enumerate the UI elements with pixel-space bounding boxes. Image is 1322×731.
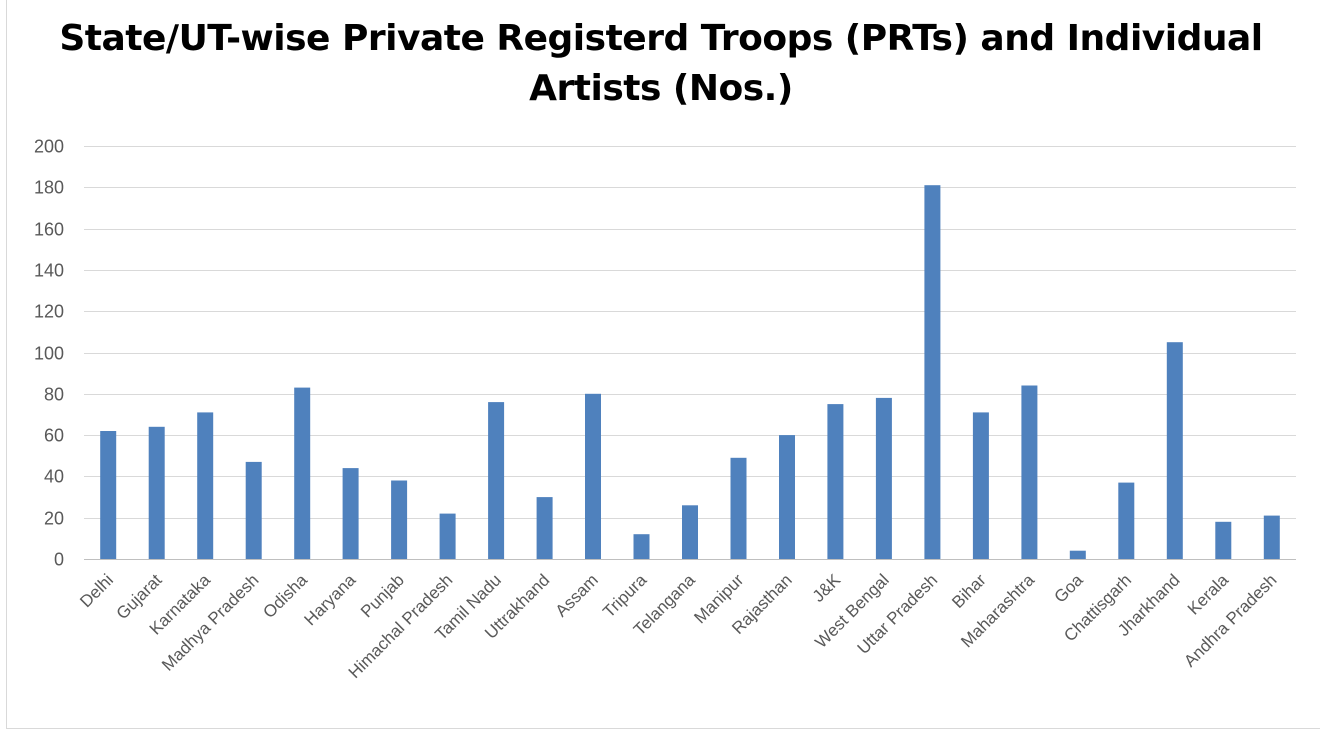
chart-title: State/UT-wise Private Registerd Troops (… bbox=[59, 18, 1263, 109]
bar-madhya-pradesh bbox=[245, 461, 262, 559]
x-tick-label: Delhi bbox=[76, 570, 117, 611]
bar-kerala bbox=[1215, 521, 1232, 559]
bar-jharkhand bbox=[1166, 342, 1183, 559]
x-tick-label: Goa bbox=[1051, 570, 1088, 607]
bar-assam bbox=[585, 393, 601, 559]
bar-j-k bbox=[827, 404, 844, 559]
x-tick-label: Haryana bbox=[301, 570, 360, 629]
x-tick-label: J&K bbox=[809, 570, 845, 606]
bar-uttar-pradesh bbox=[924, 185, 941, 559]
gridlines bbox=[84, 146, 1296, 560]
bar-west-bengal bbox=[875, 397, 892, 559]
bar-himachal-pradesh bbox=[439, 513, 456, 559]
bar-tamil-nadu bbox=[488, 402, 505, 559]
bar-goa bbox=[1069, 550, 1086, 559]
bar-telangana bbox=[682, 505, 698, 559]
bar-tripura bbox=[633, 534, 650, 559]
bar-maharashtra bbox=[1021, 385, 1038, 559]
x-tick-label: Bihar bbox=[948, 570, 990, 612]
bar-bihar bbox=[972, 412, 989, 559]
y-tick-label: 160 bbox=[34, 220, 64, 240]
y-tick-label: 140 bbox=[34, 261, 64, 281]
bar-odisha bbox=[294, 387, 311, 559]
bar-punjab bbox=[391, 480, 408, 559]
y-tick-label: 80 bbox=[44, 385, 64, 405]
bar-delhi bbox=[100, 431, 117, 559]
y-tick-label: 60 bbox=[44, 426, 64, 446]
bars bbox=[100, 185, 1280, 559]
y-tick-label: 0 bbox=[54, 550, 64, 570]
y-tick-label: 20 bbox=[44, 509, 64, 529]
y-tick-label: 100 bbox=[34, 344, 64, 364]
y-tick-label: 180 bbox=[34, 178, 64, 198]
y-tick-label: 200 bbox=[34, 137, 64, 157]
bar-uttrakhand bbox=[536, 497, 553, 559]
chart-frame bbox=[6, 0, 1320, 729]
y-tick-label: 120 bbox=[34, 302, 64, 322]
bar-haryana bbox=[342, 468, 359, 559]
bar-rajasthan bbox=[779, 435, 795, 559]
bar-karnataka bbox=[197, 412, 214, 559]
bar-manipur bbox=[730, 457, 747, 559]
bar-andhra-pradesh bbox=[1263, 515, 1280, 559]
y-tick-label: 40 bbox=[44, 467, 64, 487]
bar-gujarat bbox=[148, 426, 165, 559]
x-tick-label: Assam bbox=[552, 570, 602, 620]
bar-chattisgarh bbox=[1118, 482, 1135, 559]
y-axis-ticks: 0 20 40 60 80 100 120 140 160 180 200 bbox=[34, 137, 64, 570]
